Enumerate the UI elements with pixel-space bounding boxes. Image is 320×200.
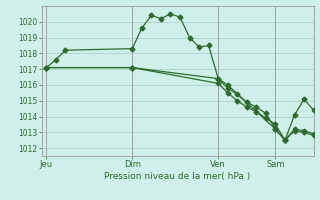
X-axis label: Pression niveau de la mer( hPa ): Pression niveau de la mer( hPa ) bbox=[104, 172, 251, 181]
